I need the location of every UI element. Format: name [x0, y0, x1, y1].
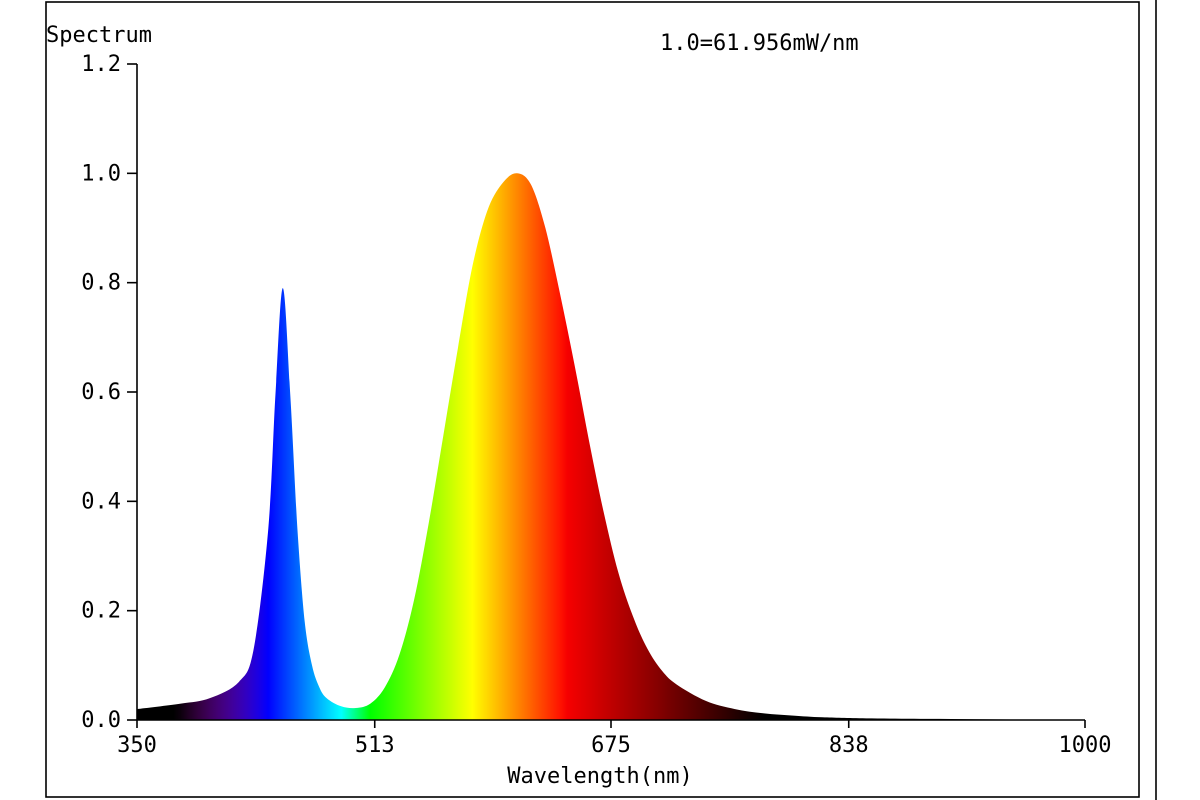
- spectrum-area: [137, 173, 1085, 721]
- scale-annotation: 1.0=61.956mW/nm: [660, 31, 859, 56]
- x-tick-label: 350: [117, 733, 157, 758]
- x-axis-label: Wavelength(nm): [507, 764, 692, 789]
- chart-frame: [45, 1, 1140, 798]
- y-tick-label: 0.6: [81, 380, 121, 405]
- chart-title: Spectrum: [46, 23, 152, 48]
- y-tick-label: 0.4: [81, 489, 121, 514]
- y-tick-label: 1.0: [81, 161, 121, 186]
- x-tick-label: 838: [829, 733, 869, 758]
- y-tick-label: 1.2: [81, 52, 121, 77]
- x-tick-label: 675: [591, 733, 631, 758]
- x-axis-ticks: 350 513 675 838 1000: [117, 720, 1111, 758]
- y-tick-label: 0.8: [81, 271, 121, 296]
- x-tick-label: 1000: [1059, 733, 1112, 758]
- y-tick-label: 0.0: [81, 708, 121, 733]
- y-axis-ticks: 0.0 0.2 0.4 0.6 0.8 1.0 1.2: [81, 52, 137, 733]
- x-tick-label: 513: [355, 733, 395, 758]
- y-tick-label: 0.2: [81, 599, 121, 624]
